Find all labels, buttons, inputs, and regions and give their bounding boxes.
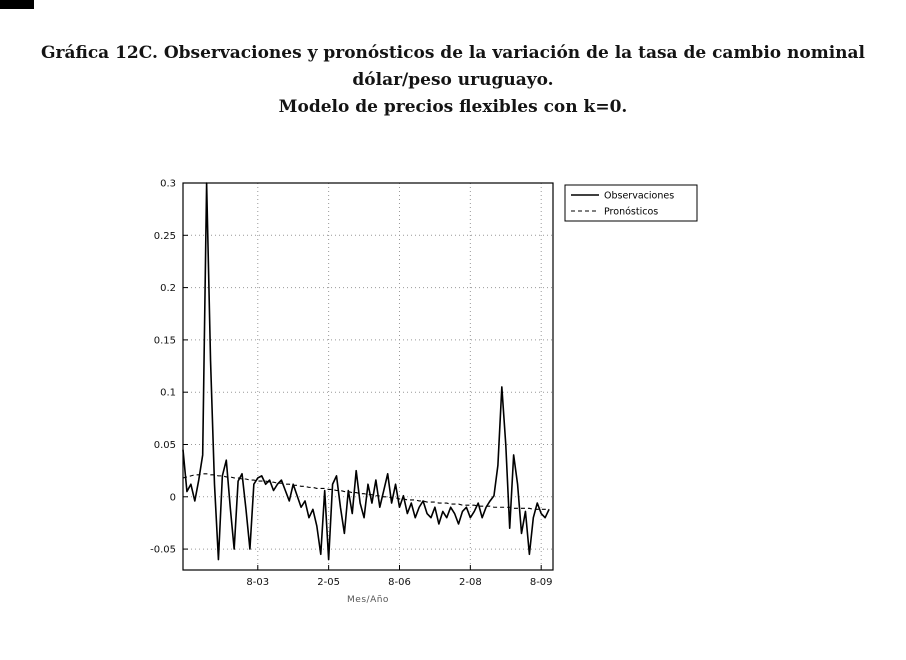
x-tick-label: 8-09 <box>530 577 553 588</box>
series-observaciones <box>182 182 550 561</box>
legend: Observaciones Pronósticos <box>564 184 698 222</box>
series-pronosticos <box>182 473 550 510</box>
legend-label-observaciones: Observaciones <box>604 191 674 202</box>
x-axis-label: Mes/Año <box>347 595 389 605</box>
y-tick-label: 0.25 <box>154 231 176 242</box>
legend-label-pronosticos: Pronósticos <box>604 207 658 218</box>
chart-area: -0.05 0 0.05 0.1 0.15 0.2 0.25 0.3 8-03 2-05 8-06 2… <box>120 165 720 615</box>
y-tick-label: -0.05 <box>150 545 176 556</box>
figure-title-line-1: Gráfica 12C. Observaciones y pronósticos… <box>40 43 866 63</box>
exchange-rate-line-chart: -0.05 0 0.05 0.1 0.15 0.2 0.25 0.3 8-03 2-05 8-06 2… <box>150 179 698 605</box>
figure-title-line-3: Modelo de precios flexibles con k=0. <box>278 97 628 117</box>
y-tick-label: 0.3 <box>160 179 176 190</box>
y-tick-label: 0.05 <box>154 440 176 451</box>
plot-border <box>182 182 554 571</box>
page-corner-mark <box>0 0 34 9</box>
x-tick-label: 2-08 <box>459 577 482 588</box>
plot-layer: -0.05 0 0.05 0.1 0.15 0.2 0.25 0.3 8-03 2-05 8-06 2… <box>150 179 554 605</box>
x-tick-label: 2-05 <box>317 577 340 588</box>
y-tick-label: 0.2 <box>160 283 176 294</box>
y-tick-label: 0.15 <box>154 335 176 346</box>
y-tick-label: 0.1 <box>160 388 176 399</box>
legend-box <box>564 184 698 222</box>
x-tick-label: 8-06 <box>388 577 411 588</box>
y-tick-label: 0 <box>170 492 176 503</box>
figure-title: Gráfica 12C. Observaciones y pronósticos… <box>0 40 906 121</box>
x-tick-label: 8-03 <box>246 577 269 588</box>
figure-title-line-2: dólar/peso uruguayo. <box>352 70 554 90</box>
